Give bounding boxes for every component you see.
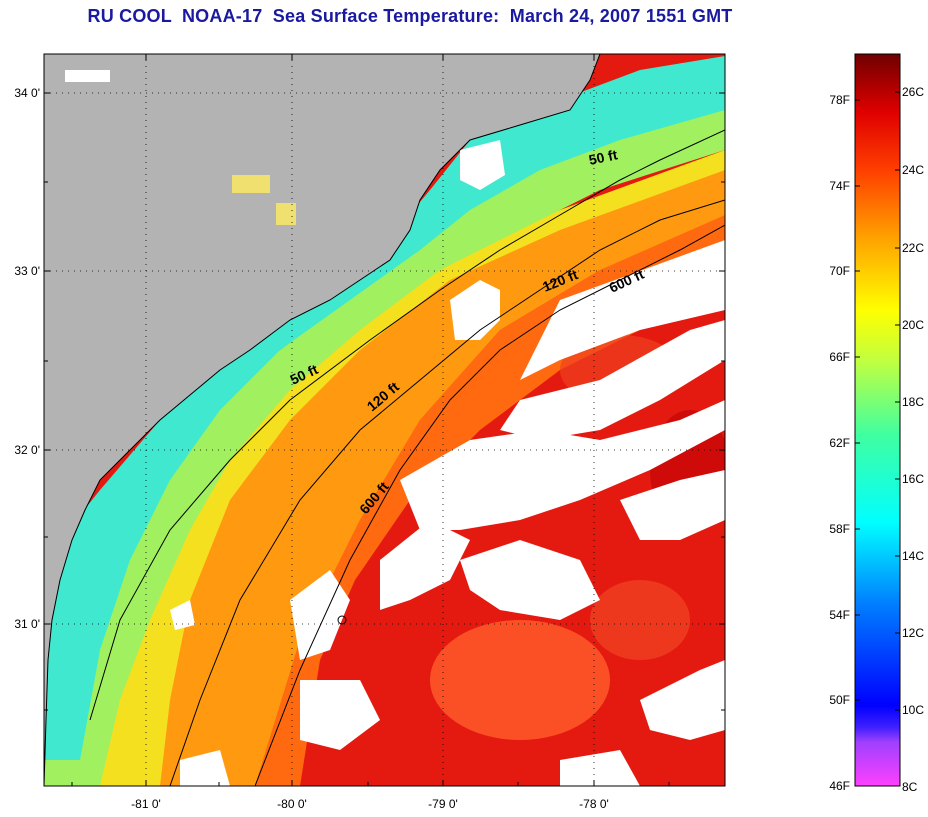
- lat-label: 33 0': [14, 264, 40, 278]
- colorbar-c-label: 14C: [902, 549, 924, 563]
- colorbar-f-label: 46F: [829, 779, 850, 793]
- colorbar-f-label: 62F: [829, 436, 850, 450]
- lake: [276, 203, 296, 225]
- shelf-cyan: [44, 56, 725, 760]
- isobath-50ft-line: [89, 129, 725, 721]
- colorbar-c-label: 24C: [902, 163, 924, 177]
- land: [44, 54, 600, 786]
- map-frame: [43, 53, 726, 787]
- lat-label: 31 0': [14, 617, 40, 631]
- isobath-600ft-line: [254, 224, 725, 786]
- coastline: [44, 54, 601, 786]
- colorbar-c-label: 26C: [902, 85, 924, 99]
- colorbar-c-label: 18C: [902, 395, 924, 409]
- colorbar-f-label: 50F: [829, 693, 850, 707]
- warm-eddy: [430, 620, 610, 740]
- isobath-label-50ft: 50 ft: [587, 146, 619, 168]
- warm-eddy: [590, 580, 690, 660]
- map-gridlines: [44, 54, 725, 786]
- lake: [65, 70, 110, 82]
- colorbar-f-label: 54F: [829, 608, 850, 622]
- colorbar-c-label: 12C: [902, 626, 924, 640]
- map-ticks: [44, 54, 725, 786]
- isobath-120ft-line: [169, 199, 725, 786]
- sst-map: 50 ft 50 ft 120 ft 120 ft 600 ft 600 ft: [44, 54, 725, 786]
- colorbar-c-label: 22C: [902, 241, 924, 255]
- colorbar-c-label: 16C: [902, 472, 924, 486]
- colorbar-f-label: 78F: [829, 93, 850, 107]
- cloud-cover: [170, 140, 725, 786]
- colorbar-f-label: 70F: [829, 264, 850, 278]
- colorbar-c-label: 10C: [902, 703, 924, 717]
- colorbar-gradient: [854, 53, 901, 787]
- lat-label: 34 0': [14, 86, 40, 100]
- colorbar-f-label: 66F: [829, 350, 850, 364]
- colorbar-ticks: [855, 91, 900, 711]
- colorbar: 78F 74F 70F 66F 62F 58F 54F 50F 46F 26C …: [829, 53, 924, 794]
- lon-label: -79 0': [428, 797, 458, 811]
- colorbar-c-label: 8C: [902, 780, 918, 794]
- lon-label: -81 0': [131, 797, 161, 811]
- colorbar-f-label: 58F: [829, 522, 850, 536]
- lon-label: -80 0': [277, 797, 307, 811]
- marker: [337, 615, 347, 625]
- colorbar-c-label: 20C: [902, 318, 924, 332]
- lake: [232, 175, 270, 193]
- lat-label: 32 0': [14, 443, 40, 457]
- colorbar-f-label: 74F: [829, 179, 850, 193]
- map-title: RU COOL NOAA-17 Sea Surface Temperature:…: [87, 6, 733, 26]
- lon-label: -78 0': [579, 797, 609, 811]
- shelf-orange: [44, 160, 725, 786]
